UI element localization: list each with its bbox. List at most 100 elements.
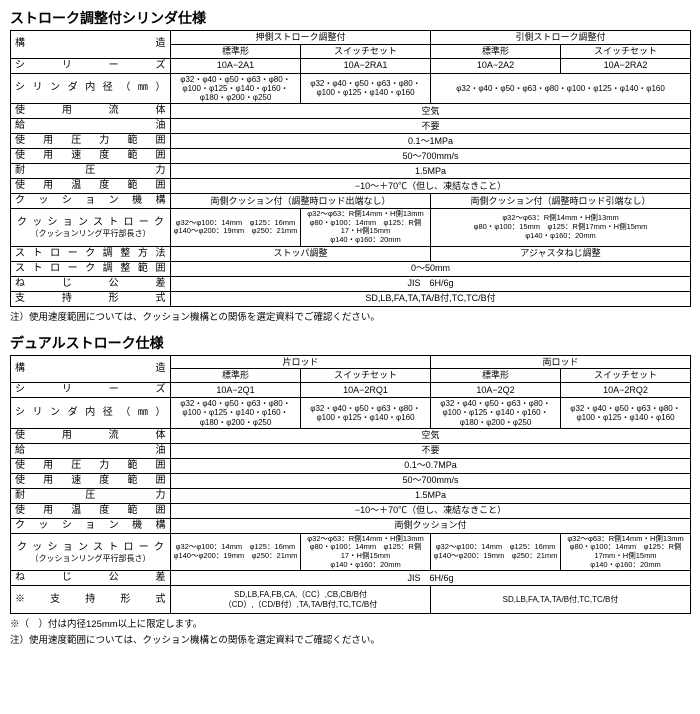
table-row: シ リ ー ズ 10A−2A1 10A−2RA1 10A−2A2 10A−2RA… — [11, 58, 691, 73]
cell: JIS 6H/6g — [171, 276, 691, 291]
cell: 給 油 — [11, 119, 171, 134]
cell: 両側クッション付（調整時ロッド出端なし） — [171, 194, 431, 209]
cell: φ32〜φ63：R側14mm・H側13mmφ80・φ100：14mm φ125：… — [301, 209, 431, 247]
spec-table-2: 構 造 片ロッド 両ロッド 標準形 スイッチセット 標準形 スイッチセット シ … — [10, 355, 691, 614]
cell: 両側クッション付（調整時ロッド引端なし） — [431, 194, 691, 209]
table-row: シリンダ内径（㎜） φ32・φ40・φ50・φ63・φ80・φ100・φ125・… — [11, 398, 691, 429]
cell: クッションストローク（クッションリング平行部長さ） — [11, 533, 171, 571]
table-row: クッションストローク（クッションリング平行部長さ） φ32〜φ100：14mm … — [11, 533, 691, 571]
cell: 1.5MPa — [171, 164, 691, 179]
table-row: ※ 支 持 形 式 SD,LB,FA,FB,CA,（CC）,CB,CB/B付（C… — [11, 586, 691, 613]
table-row: 使 用 圧 力 範 囲0.1〜0.7MPa — [11, 458, 691, 473]
cell: 不要 — [171, 443, 691, 458]
cell: 使 用 圧 力 範 囲 — [11, 458, 171, 473]
cell: 0.1〜1MPa — [171, 134, 691, 149]
cell: ク ッ シ ョ ン 機 構 — [11, 194, 171, 209]
cell: 10A−2Q1 — [171, 383, 301, 398]
cell: 0〜50mm — [171, 261, 691, 276]
table2-title: デュアルストローク仕様 — [10, 333, 690, 353]
cell: SD,LB,FA,TA,TA/B付,TC,TC/B付 — [431, 586, 691, 613]
cell: ク ッ シ ョ ン 機 構 — [11, 518, 171, 533]
cell: φ32・φ40・φ50・φ63・φ80・φ100・φ125・φ140・φ160・… — [171, 73, 301, 104]
cell: ス ト ロ ー ク 調 整 範 囲 — [11, 261, 171, 276]
cell: 10A−2A2 — [431, 58, 561, 73]
cell: 10A−2RQ1 — [301, 383, 431, 398]
cell: 使 用 流 体 — [11, 104, 171, 119]
table-row: クッションストローク（クッションリング平行部長さ） φ32〜φ100：14mm … — [11, 209, 691, 247]
cell: 片ロッド — [171, 355, 431, 369]
table-row: シリンダ内径（㎜） φ32・φ40・φ50・φ63・φ80・φ100・φ125・… — [11, 73, 691, 104]
cell: 10A−2Q2 — [431, 383, 561, 398]
cell: 10A−2A1 — [171, 58, 301, 73]
cell: 両ロッド — [431, 355, 691, 369]
cell: φ32〜φ63：R側14mm・H側13mmφ80・φ100：15mm φ125：… — [431, 209, 691, 247]
cell: 空気 — [171, 428, 691, 443]
cell: 支 持 形 式 — [11, 291, 171, 306]
table-row: 使 用 速 度 範 囲50〜700mm/s — [11, 149, 691, 164]
cell: 構 造 — [11, 31, 171, 59]
cell: 10A−2RA2 — [561, 58, 691, 73]
cell: ス ト ロ ー ク 調 整 方 法 — [11, 246, 171, 261]
cell: ね じ 公 差 — [11, 276, 171, 291]
table2-note2: 注）使用速度範囲については、クッション機構との関係を選定資料でご確認ください。 — [10, 632, 690, 646]
cell: シ リ ー ズ — [11, 58, 171, 73]
cell: 使 用 速 度 範 囲 — [11, 149, 171, 164]
cell: −10〜＋70℃（但し、凍結なきこと） — [171, 503, 691, 518]
table-row: ス ト ロ ー ク 調 整 方 法 ストッパ調整 アジャスタねじ調整 — [11, 246, 691, 261]
cell: φ32・φ40・φ50・φ63・φ80・φ100・φ125・φ140・φ160 — [301, 398, 431, 429]
cell: 使 用 温 度 範 囲 — [11, 503, 171, 518]
cell: 耐 圧 力 — [11, 164, 171, 179]
cell: ね じ 公 差 — [11, 571, 171, 586]
table-row: 給 油不要 — [11, 443, 691, 458]
cell: 50〜700mm/s — [171, 149, 691, 164]
table-row: 耐 圧 力1.5MPa — [11, 164, 691, 179]
table1-title: ストローク調整付シリンダ仕様 — [10, 8, 690, 28]
table-row: 支 持 形 式SD,LB,FA,TA,TA/B付,TC,TC/B付 — [11, 291, 691, 306]
cell: スイッチセット — [561, 44, 691, 58]
table-row: 構 造 片ロッド 両ロッド — [11, 355, 691, 369]
cell: φ32〜φ100：14mm φ125：16mmφ140〜φ200：19mm φ2… — [171, 533, 301, 571]
cell: 押側ストローク調整付 — [171, 31, 431, 45]
cell: 10A−2RA1 — [301, 58, 431, 73]
table2-note1: ※（ ）付は内径125mm以上に限定します。 — [10, 616, 690, 630]
table-row: ス ト ロ ー ク 調 整 範 囲0〜50mm — [11, 261, 691, 276]
cell: ※ 支 持 形 式 — [11, 586, 171, 613]
table-row: ね じ 公 差JIS 6H/6g — [11, 276, 691, 291]
cell: スイッチセット — [301, 44, 431, 58]
table-row: 耐 圧 力1.5MPa — [11, 488, 691, 503]
cell: 両側クッション付 — [171, 518, 691, 533]
cell: φ32・φ40・φ50・φ63・φ80・φ100・φ125・φ140・φ160 — [431, 73, 691, 104]
table-row: 使 用 速 度 範 囲50〜700mm/s — [11, 473, 691, 488]
cell: 給 油 — [11, 443, 171, 458]
cell: SD,LB,FA,TA,TA/B付,TC,TC/B付 — [171, 291, 691, 306]
table-row: ク ッ シ ョ ン 機 構両側クッション付 — [11, 518, 691, 533]
cell: シリンダ内径（㎜） — [11, 73, 171, 104]
cell: 50〜700mm/s — [171, 473, 691, 488]
table1-note: 注）使用速度範囲については、クッション機構との関係を選定資料でご確認ください。 — [10, 309, 690, 323]
cell: クッションストローク（クッションリング平行部長さ） — [11, 209, 171, 247]
table-row: 給 油不要 — [11, 119, 691, 134]
cell: φ32・φ40・φ50・φ63・φ80・φ100・φ125・φ140・φ160 — [561, 398, 691, 429]
cell: アジャスタねじ調整 — [431, 246, 691, 261]
cell: 標準形 — [171, 369, 301, 383]
cell: シ リ ー ズ — [11, 383, 171, 398]
cell: ストッパ調整 — [171, 246, 431, 261]
table-row: 使 用 流 体空気 — [11, 428, 691, 443]
table-row: シ リ ー ズ 10A−2Q1 10A−2RQ1 10A−2Q2 10A−2RQ… — [11, 383, 691, 398]
cell: φ32〜φ63：R側14mm・H側13mmφ80・φ100：14mm φ125：… — [301, 533, 431, 571]
table-row: 構 造 押側ストローク調整付 引側ストローク調整付 — [11, 31, 691, 45]
cell: φ32〜φ63：R側14mm・H側13mmφ80・φ100：14mm φ125：… — [561, 533, 691, 571]
cell: φ32〜φ100：14mm φ125：16mmφ140〜φ200：19mm φ2… — [171, 209, 301, 247]
cell: 0.1〜0.7MPa — [171, 458, 691, 473]
cell: φ32・φ40・φ50・φ63・φ80・φ100・φ125・φ140・φ160・… — [171, 398, 301, 429]
cell: 引側ストローク調整付 — [431, 31, 691, 45]
cell: 耐 圧 力 — [11, 488, 171, 503]
cell: −10〜＋70℃（但し、凍結なきこと） — [171, 179, 691, 194]
cell: SD,LB,FA,FB,CA,（CC）,CB,CB/B付（CD）,（CD/B付）… — [171, 586, 431, 613]
table-row: ク ッ シ ョ ン 機 構 両側クッション付（調整時ロッド出端なし） 両側クッシ… — [11, 194, 691, 209]
cell: スイッチセット — [561, 369, 691, 383]
cell: φ32〜φ100：14mm φ125：16mmφ140〜φ200：19mm φ2… — [431, 533, 561, 571]
table-row: ね じ 公 差JIS 6H/6g — [11, 571, 691, 586]
spec-table-1: 構 造 押側ストローク調整付 引側ストローク調整付 標準形 スイッチセット 標準… — [10, 30, 691, 307]
cell: 使 用 流 体 — [11, 428, 171, 443]
